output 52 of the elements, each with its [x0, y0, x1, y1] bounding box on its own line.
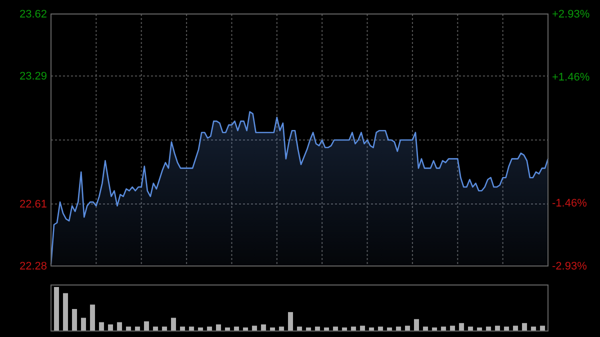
bar: [333, 326, 338, 331]
y-tick-label: 23.62: [19, 8, 47, 21]
bar: [54, 287, 59, 331]
y2-tick-label: -2.93%: [552, 260, 588, 273]
bar: [117, 322, 122, 331]
bar: [252, 326, 257, 331]
bar: [315, 326, 320, 331]
y-tick-label: 22.61: [19, 198, 47, 210]
bar: [216, 324, 221, 331]
bar: [72, 309, 77, 331]
bar: [495, 326, 500, 331]
y-tick-label: 22.28: [19, 260, 47, 273]
bar: [531, 326, 536, 331]
bar: [180, 326, 185, 331]
bar: [297, 326, 302, 331]
bar: [189, 326, 194, 331]
y-tick-label: 23.29: [19, 70, 47, 83]
bar: [441, 326, 446, 331]
bar: [414, 319, 419, 331]
bar: [522, 323, 527, 331]
bar: [90, 304, 95, 331]
y2-tick-label: -1.46%: [552, 197, 588, 210]
bar: [468, 326, 473, 331]
bar: [207, 326, 212, 331]
bar: [99, 322, 104, 331]
bar: [153, 326, 158, 331]
y2-tick-label: +1.46%: [552, 72, 590, 84]
bar: [351, 326, 356, 331]
bar: [144, 321, 149, 331]
bar: [135, 326, 140, 331]
bar: [450, 326, 455, 331]
bar: [162, 326, 167, 331]
bar: [126, 326, 131, 331]
bar: [513, 326, 518, 331]
bar: [279, 326, 284, 331]
bar: [504, 326, 509, 331]
bar: [234, 326, 239, 331]
bar: [423, 326, 428, 331]
bar: [378, 326, 383, 331]
bar: [171, 318, 176, 331]
bar: [540, 326, 545, 331]
bar: [81, 318, 86, 331]
bar: [63, 293, 68, 331]
bar: [288, 312, 293, 331]
bar: [261, 324, 266, 331]
bar: [459, 323, 464, 331]
bar: [360, 326, 365, 331]
bar: [108, 324, 113, 331]
bar: [486, 326, 491, 331]
y2-tick-label: +2.93%: [552, 8, 590, 21]
bar: [405, 326, 410, 331]
bar: [396, 326, 401, 331]
